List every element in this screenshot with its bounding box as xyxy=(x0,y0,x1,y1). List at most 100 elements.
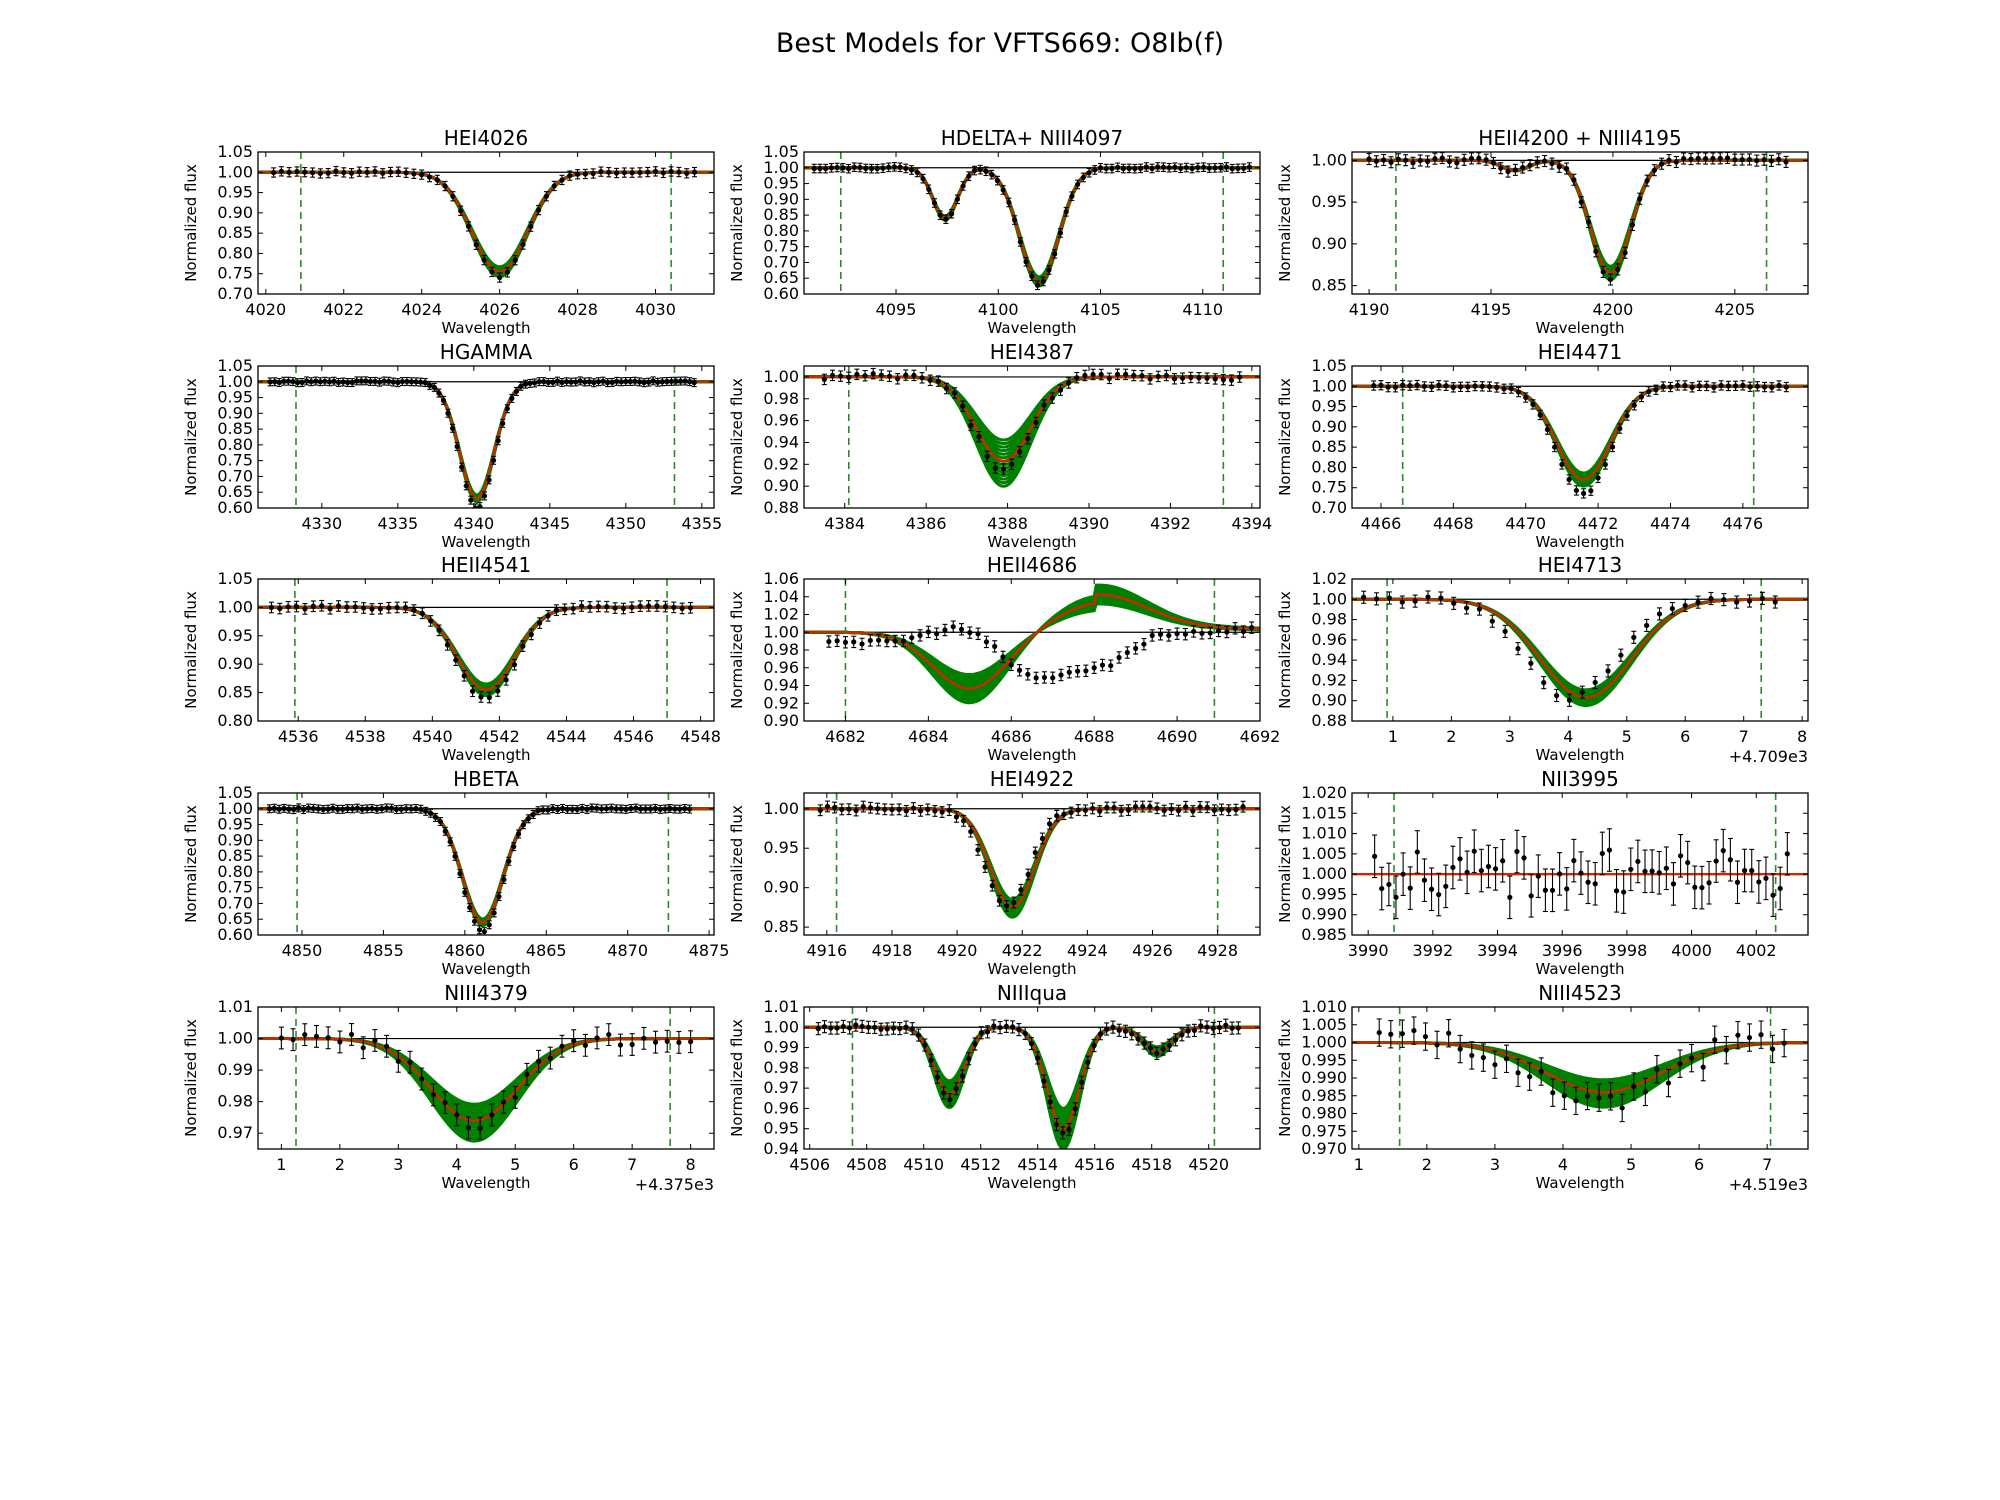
model-curve xyxy=(1352,158,1808,275)
observed-point xyxy=(976,430,982,443)
observed-point xyxy=(504,404,510,414)
observed-point xyxy=(875,802,881,815)
observed-point xyxy=(545,805,551,815)
observed-point xyxy=(322,376,328,386)
observed-point xyxy=(1388,156,1394,169)
observed-point xyxy=(481,927,487,935)
observed-point xyxy=(1206,163,1212,173)
y-tick-label: 0.95 xyxy=(763,838,799,857)
observed-point xyxy=(949,208,955,219)
observed-point xyxy=(1723,1035,1729,1065)
observed-point xyxy=(1210,1021,1216,1036)
observed-point xyxy=(845,163,852,174)
observed-point xyxy=(1457,1034,1463,1064)
model-curve xyxy=(258,605,714,698)
observed-point xyxy=(1666,154,1672,167)
observed-point xyxy=(927,374,933,387)
x-axis-label: Wavelength xyxy=(442,960,531,978)
observed-point xyxy=(1695,152,1701,165)
observed-point xyxy=(511,658,518,671)
observed-point xyxy=(1066,1122,1072,1137)
observed-point xyxy=(914,167,920,178)
axes-frame xyxy=(803,578,1261,722)
observed-point xyxy=(1147,800,1153,813)
y-tick-label: 1.00 xyxy=(763,1017,799,1036)
observed-point xyxy=(313,1024,320,1048)
observed-point xyxy=(926,184,932,195)
observed-point xyxy=(1006,197,1012,208)
observed-point xyxy=(589,803,595,813)
observed-point xyxy=(281,376,287,386)
observed-point xyxy=(363,376,369,386)
observed-point xyxy=(960,181,966,191)
observed-point xyxy=(454,1103,460,1127)
model-curve xyxy=(804,807,1260,916)
y-tick-label: 1.05 xyxy=(763,142,799,161)
observed-point xyxy=(846,371,852,384)
observed-point xyxy=(627,377,634,387)
x-tick-label: 4476 xyxy=(1722,514,1763,533)
observed-point xyxy=(1050,671,1056,684)
axes-frame xyxy=(1351,151,1809,295)
figure-title: Best Models for VFTS669: O8Ib(f) xyxy=(776,28,1224,59)
observed-point xyxy=(682,376,688,386)
observed-point xyxy=(908,165,915,175)
observed-point xyxy=(418,804,424,814)
panel-hdelta-niii4097: 4095 4100 4105 4110 0.600.650.700.750.800.85… xyxy=(728,126,1261,337)
observed-point xyxy=(1443,864,1449,909)
observed-point xyxy=(491,455,497,465)
observed-point xyxy=(1114,368,1121,381)
observed-point xyxy=(1188,371,1194,384)
observed-point xyxy=(984,450,990,463)
observed-point xyxy=(1476,602,1483,616)
observed-point xyxy=(1097,805,1103,818)
observed-point xyxy=(384,1034,390,1058)
model-curve xyxy=(258,605,714,688)
y-tick-label: 0.75 xyxy=(1311,478,1347,497)
x-offset-label: +4.375e3 xyxy=(635,1175,714,1194)
observed-point xyxy=(281,803,287,813)
observed-point xyxy=(1607,273,1614,286)
y-tick-label: 0.60 xyxy=(217,498,253,517)
x-tick-label: 4000 xyxy=(1671,941,1712,960)
observed-point xyxy=(1122,1024,1129,1038)
y-tick-label: 0.90 xyxy=(1311,417,1347,436)
observed-point xyxy=(1436,380,1442,391)
observed-point xyxy=(1017,446,1023,458)
y-tick-label: 1.05 xyxy=(1311,356,1347,375)
observed-point xyxy=(1041,671,1048,684)
observed-point xyxy=(595,600,601,613)
observed-point xyxy=(1115,162,1121,173)
observed-point xyxy=(330,803,336,813)
model-curve xyxy=(258,807,714,921)
observed-point xyxy=(486,475,492,485)
observed-point xyxy=(1635,839,1641,884)
observed-point xyxy=(1069,191,1075,202)
observed-point xyxy=(1091,661,1097,674)
model-curve xyxy=(1352,597,1808,694)
observed-point xyxy=(1677,833,1684,878)
observed-point xyxy=(892,634,898,648)
observed-point xyxy=(489,266,495,278)
observed-point xyxy=(1034,280,1041,291)
observed-point xyxy=(1011,896,1017,909)
observed-point xyxy=(977,164,983,175)
y-tick-label: 1.02 xyxy=(1311,569,1347,588)
observed-point xyxy=(1550,1078,1556,1107)
y-tick-label: 0.94 xyxy=(1311,650,1347,669)
observed-point xyxy=(659,377,665,387)
observed-point xyxy=(842,636,849,649)
observed-point xyxy=(570,602,576,615)
observed-point xyxy=(1000,650,1006,664)
observed-point xyxy=(277,602,283,615)
observed-point xyxy=(691,166,698,178)
observed-point xyxy=(486,920,492,930)
observed-point xyxy=(1061,808,1067,821)
observed-point xyxy=(1361,590,1367,604)
observed-point xyxy=(467,903,473,913)
observed-point xyxy=(629,1033,635,1056)
observed-point xyxy=(676,166,682,178)
observed-point xyxy=(1041,1074,1047,1088)
observed-point xyxy=(1000,463,1007,475)
y-tick-label: 0.88 xyxy=(1311,711,1347,730)
